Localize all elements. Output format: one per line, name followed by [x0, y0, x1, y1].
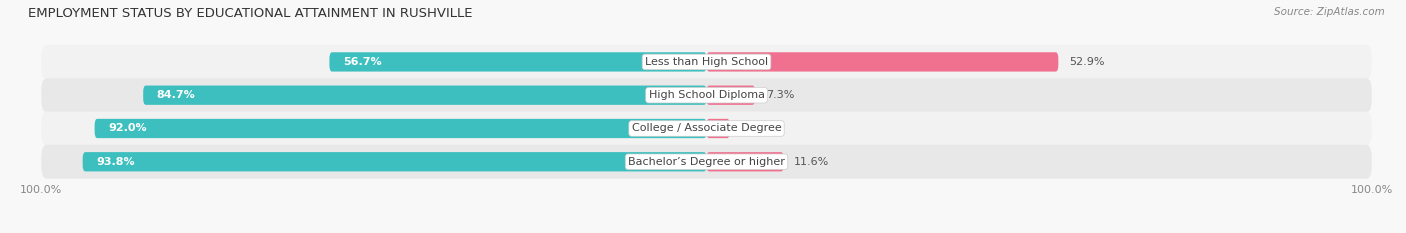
Text: 92.0%: 92.0% [108, 123, 146, 134]
Text: Less than High School: Less than High School [645, 57, 768, 67]
Text: 52.9%: 52.9% [1069, 57, 1105, 67]
Text: College / Associate Degree: College / Associate Degree [631, 123, 782, 134]
FancyBboxPatch shape [707, 119, 730, 138]
FancyBboxPatch shape [41, 78, 1372, 112]
FancyBboxPatch shape [707, 52, 1059, 72]
FancyBboxPatch shape [83, 152, 707, 171]
FancyBboxPatch shape [143, 86, 707, 105]
FancyBboxPatch shape [707, 152, 783, 171]
Text: Bachelor’s Degree or higher: Bachelor’s Degree or higher [628, 157, 785, 167]
Text: 7.3%: 7.3% [766, 90, 794, 100]
Text: Source: ZipAtlas.com: Source: ZipAtlas.com [1274, 7, 1385, 17]
FancyBboxPatch shape [329, 52, 707, 72]
FancyBboxPatch shape [41, 112, 1372, 145]
FancyBboxPatch shape [94, 119, 707, 138]
Text: 84.7%: 84.7% [156, 90, 195, 100]
FancyBboxPatch shape [707, 86, 755, 105]
Text: High School Diploma: High School Diploma [648, 90, 765, 100]
FancyBboxPatch shape [41, 45, 1372, 79]
Text: 11.6%: 11.6% [794, 157, 830, 167]
Text: 3.5%: 3.5% [741, 123, 769, 134]
Text: 56.7%: 56.7% [343, 57, 381, 67]
Text: 93.8%: 93.8% [96, 157, 135, 167]
Text: EMPLOYMENT STATUS BY EDUCATIONAL ATTAINMENT IN RUSHVILLE: EMPLOYMENT STATUS BY EDUCATIONAL ATTAINM… [28, 7, 472, 20]
FancyBboxPatch shape [41, 145, 1372, 179]
